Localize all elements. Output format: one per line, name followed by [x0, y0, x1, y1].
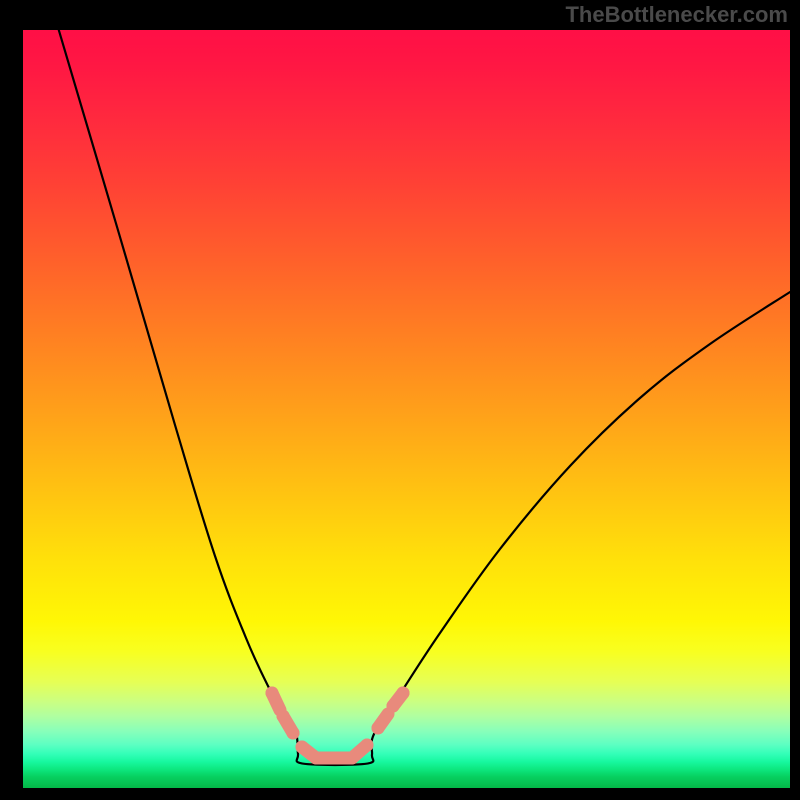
gradient-background	[23, 30, 790, 788]
plot-svg	[0, 0, 800, 800]
chart-container: TheBottlenecker.com	[0, 0, 800, 800]
frame-bottom	[0, 788, 800, 800]
frame-right	[790, 0, 800, 800]
frame-left	[0, 0, 23, 800]
watermark-text: TheBottlenecker.com	[565, 2, 788, 28]
